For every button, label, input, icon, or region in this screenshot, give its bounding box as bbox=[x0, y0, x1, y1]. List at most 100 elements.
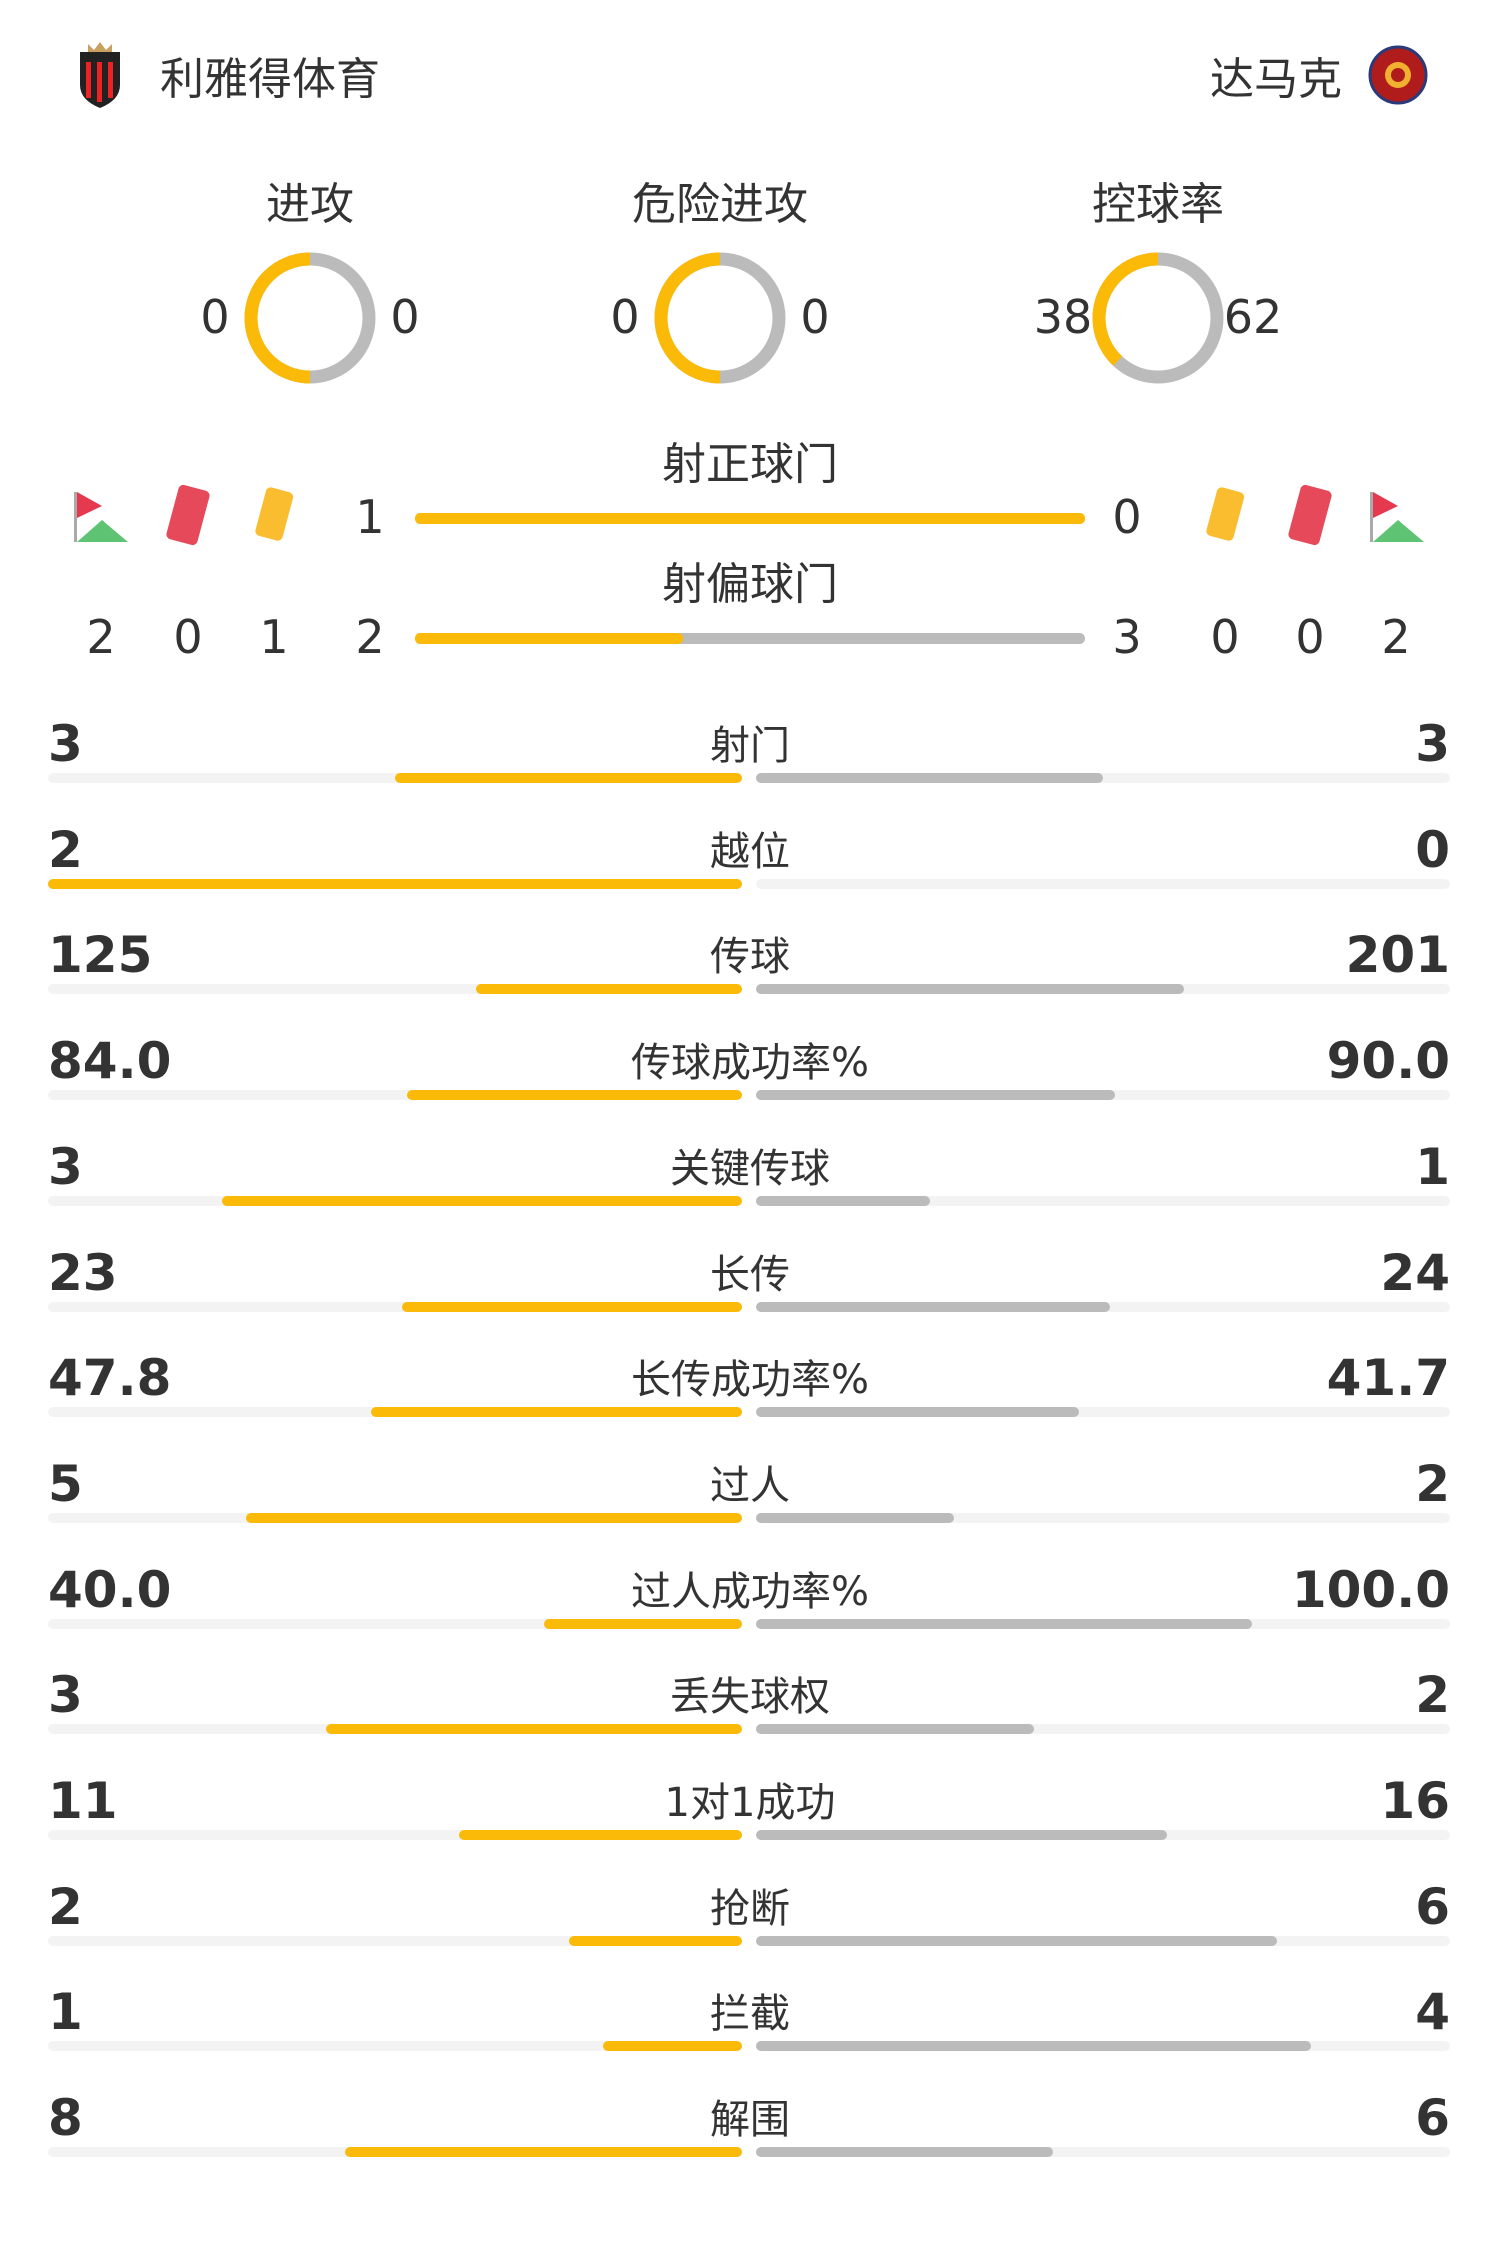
stat-label: 越位 bbox=[710, 828, 790, 875]
stat-home-track bbox=[48, 1090, 742, 1101]
stat-home-bar bbox=[402, 1301, 742, 1312]
ring-title: 危险进攻 bbox=[632, 179, 808, 230]
ring-home-value: 0 bbox=[200, 290, 230, 344]
away-corner-icon bbox=[1370, 492, 1424, 542]
stat-home-value: 2 bbox=[48, 1877, 83, 1936]
away-red-cards: 0 bbox=[1295, 610, 1325, 664]
stat-home-track bbox=[48, 1724, 742, 1735]
away-corners: 2 bbox=[1381, 610, 1411, 664]
stat-label: 传球成功率% bbox=[630, 1040, 869, 1087]
stat-away-bar bbox=[756, 1512, 955, 1523]
stat-away-value: 100.0 bbox=[1291, 1560, 1450, 1619]
stat-away-track bbox=[756, 1935, 1450, 1946]
away-yellow-card-icon bbox=[1206, 487, 1245, 541]
stat-away-track bbox=[756, 1830, 1450, 1840]
stat-away-bar bbox=[756, 1407, 1080, 1418]
home-yellow-card-icon bbox=[255, 487, 294, 541]
stat-home-bar bbox=[345, 2147, 742, 2158]
home-red-card-icon bbox=[166, 484, 210, 546]
stat-away-bar bbox=[756, 1618, 1252, 1629]
stat-away-bar bbox=[756, 1090, 1115, 1101]
ring-title: 控球率 bbox=[1092, 179, 1224, 230]
home-red-cards: 0 bbox=[173, 610, 203, 664]
stat-home-track bbox=[48, 2041, 742, 2052]
stat-away-bar bbox=[756, 1301, 1111, 1312]
away-team[interactable]: 达马克 bbox=[1210, 40, 1428, 110]
on-target-home: 1 bbox=[355, 490, 385, 544]
stat-home-track bbox=[48, 773, 742, 783]
stat-home-value: 3 bbox=[48, 715, 83, 773]
stat-home-value: 11 bbox=[48, 1772, 118, 1830]
ring-chart bbox=[1092, 252, 1224, 384]
stat-away-track bbox=[756, 984, 1450, 995]
stat-label: 传球 bbox=[710, 934, 790, 981]
stat-home-value: 2 bbox=[48, 820, 83, 879]
stat-home-track bbox=[48, 878, 742, 889]
stat-home-bar bbox=[406, 1090, 742, 1101]
stat-away-bar bbox=[756, 1935, 1277, 1946]
stat-home-bar bbox=[568, 1935, 742, 1946]
stat-away-track bbox=[756, 773, 1450, 783]
away-team-logo bbox=[1368, 45, 1428, 105]
stat-label: 抢断 bbox=[710, 1885, 790, 1932]
stat-label: 过人成功率% bbox=[630, 1568, 869, 1615]
stat-away-value: 0 bbox=[1415, 820, 1450, 879]
stat-away-track bbox=[756, 2147, 1450, 2158]
stat-home-value: 8 bbox=[48, 2089, 83, 2148]
stat-away-bar bbox=[756, 2041, 1312, 2052]
stat-away-value: 24 bbox=[1380, 1243, 1450, 1302]
home-corners: 2 bbox=[86, 610, 116, 664]
stat-home-bar bbox=[221, 1195, 742, 1206]
stat-away-value: 16 bbox=[1380, 1772, 1450, 1830]
ring-chart bbox=[654, 252, 786, 384]
stat-home-bar bbox=[459, 1830, 742, 1840]
off-target-away: 3 bbox=[1112, 610, 1142, 664]
stat-label: 拦截 bbox=[710, 1991, 790, 2038]
stat-label: 丢失球权 bbox=[670, 1674, 830, 1721]
on-target-away: 0 bbox=[1112, 490, 1142, 544]
ring-away-value: 0 bbox=[800, 290, 830, 344]
off-target-home-fill bbox=[415, 633, 683, 644]
stat-away-bar bbox=[756, 1724, 1034, 1735]
stat-away-track bbox=[756, 1301, 1450, 1312]
stat-home-track bbox=[48, 1407, 742, 1418]
stat-home-bar bbox=[475, 984, 742, 995]
home-yellow-cards: 1 bbox=[259, 610, 289, 664]
ring-home-arc bbox=[1092, 252, 1224, 384]
ring-home-arc bbox=[654, 252, 786, 384]
stat-away-value: 2 bbox=[1415, 1454, 1450, 1513]
away-red-card-icon bbox=[1288, 484, 1332, 546]
stat-label: 关键传球 bbox=[670, 1145, 830, 1192]
stat-away-bar bbox=[756, 2147, 1054, 2158]
ring-away-value: 62 bbox=[1223, 290, 1283, 344]
ring-home-value: 0 bbox=[610, 290, 640, 344]
home-corner-icon bbox=[74, 492, 128, 542]
stat-home-track bbox=[48, 2147, 742, 2158]
stat-label: 射门 bbox=[710, 723, 790, 769]
away-team-name: 达马克 bbox=[1210, 54, 1342, 105]
ring-home-arc bbox=[244, 252, 376, 384]
off-target-label: 射偏球门 bbox=[662, 559, 838, 610]
stat-away-value: 6 bbox=[1415, 1877, 1450, 1936]
stat-label: 过人 bbox=[710, 1462, 790, 1509]
stat-home-bar bbox=[603, 2041, 742, 2052]
stat-home-value: 47.8 bbox=[48, 1349, 172, 1408]
ring-away-value: 0 bbox=[390, 290, 420, 344]
stat-away-value: 2 bbox=[1415, 1666, 1450, 1725]
stat-home-bar bbox=[543, 1618, 742, 1629]
stat-home-bar bbox=[371, 1407, 742, 1418]
stat-away-track bbox=[756, 2041, 1450, 2052]
stat-home-value: 40.0 bbox=[48, 1560, 172, 1619]
stat-home-track bbox=[48, 1301, 742, 1312]
home-team[interactable]: 利雅得体育 bbox=[72, 40, 380, 110]
off-target-home: 2 bbox=[355, 610, 385, 664]
stat-away-track bbox=[756, 1512, 1450, 1523]
away-yellow-cards: 0 bbox=[1210, 610, 1240, 664]
stat-away-track bbox=[756, 1724, 1450, 1735]
stat-home-track bbox=[48, 1618, 742, 1629]
stat-home-value: 23 bbox=[48, 1243, 118, 1302]
ring-home-value: 38 bbox=[1033, 290, 1093, 344]
stat-home-value: 84.0 bbox=[48, 1032, 172, 1091]
stat-home-track bbox=[48, 1195, 742, 1206]
stat-away-value: 4 bbox=[1415, 1983, 1450, 2042]
